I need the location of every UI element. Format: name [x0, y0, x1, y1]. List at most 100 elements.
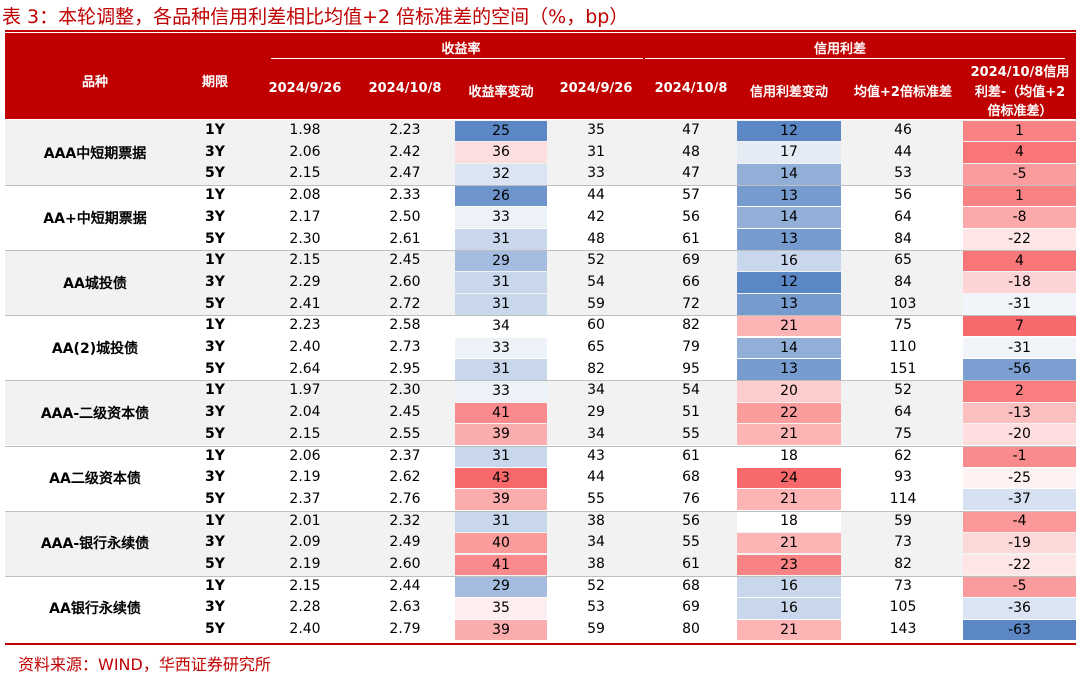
cell-spread-date2: 95 [682, 360, 700, 377]
cell-yield-change: 43 [455, 467, 547, 489]
cell-spread-minus-mean-2sd: -25 [963, 467, 1076, 489]
cell-mean-2sd: 65 [894, 252, 912, 269]
cell-tenor: 5Y [205, 360, 225, 377]
cell-spread-date1: 31 [587, 143, 605, 160]
table-title: 表 3：本轮调整，各品种信用利差相比均值+2 倍标准差的空间（%，bp） [2, 6, 629, 28]
cell-yield-change: 31 [455, 294, 547, 315]
cell-spread-change: 21 [737, 489, 841, 511]
cell-mean-2sd: 114 [889, 490, 917, 507]
product-name: AA二级资本债 [49, 471, 141, 488]
cell-yield-change: 33 [455, 380, 547, 402]
cell-spread-date1: 35 [587, 122, 605, 138]
cell-mean-2sd: 110 [889, 339, 917, 355]
cell-spread-change: 12 [737, 272, 841, 294]
cell-spread-minus-mean-2sd: 2 [963, 380, 1076, 402]
cell-spread-date2: 69 [682, 252, 700, 269]
header-group-yield: 收益率 [441, 42, 481, 57]
cell-spread-date2: 72 [682, 295, 700, 312]
cell-yield-date2: 2.72 [389, 295, 421, 312]
cell-mean-2sd: 103 [889, 295, 917, 312]
cell-tenor: 5Y [205, 295, 225, 312]
cell-yield-date1: 2.08 [289, 187, 321, 204]
cell-spread-change: 14 [737, 163, 841, 185]
cell-tenor: 1Y [205, 187, 225, 204]
cell-spread-change: 21 [737, 424, 841, 445]
bottom-rule [5, 643, 1076, 645]
cell-mean-2sd: 53 [894, 165, 912, 182]
cell-yield-change: 35 [455, 597, 547, 619]
product-name: AAA-二级资本债 [40, 405, 150, 422]
cell-spread-change: 13 [737, 229, 841, 250]
product-name: AA(2)城投债 [51, 340, 139, 357]
cell-spread-date1: 38 [587, 512, 605, 529]
cell-yield-date2: 2.44 [389, 577, 421, 594]
group-separator [5, 445, 1076, 447]
cell-yield-change: 33 [455, 207, 547, 228]
cell-mean-2sd: 84 [894, 273, 912, 290]
header-divider-yield [271, 58, 643, 59]
table-row: 3Y 2.19 2.62 43 44 68 24 93 -25 [5, 467, 1076, 489]
cell-tenor: 3Y [205, 273, 225, 290]
table-row: 5Y 2.40 2.79 39 59 80 21 143 -63 [5, 619, 1076, 641]
cell-spread-change: 22 [737, 402, 841, 424]
cell-mean-2sd: 64 [894, 208, 912, 225]
cell-yield-change: 31 [455, 446, 547, 467]
cell-yield-change: 39 [455, 619, 547, 641]
cell-spread-date1: 60 [587, 317, 605, 334]
cell-spread-date2: 51 [682, 404, 700, 421]
cell-spread-date2: 48 [682, 143, 700, 160]
cell-mean-2sd: 151 [889, 360, 917, 377]
cell-yield-change: 34 [455, 315, 547, 337]
table-row: 5Y 2.15 2.47 32 33 47 14 53 -5 [5, 163, 1076, 186]
cell-tenor: 5Y [205, 165, 225, 182]
header-last-line1: 2024/10/8信用 [970, 65, 1070, 80]
cell-spread-date1: 33 [587, 165, 605, 182]
cell-mean-2sd: 75 [894, 425, 912, 442]
table-row: 1Y 2.23 2.58 34 60 82 21 75 7 [5, 315, 1076, 337]
cell-yield-change: 25 [455, 120, 547, 142]
table-row: 3Y 2.17 2.50 33 42 56 14 64 -8 [5, 207, 1076, 229]
cell-spread-minus-mean-2sd: -13 [963, 402, 1076, 424]
cell-tenor: 1Y [205, 317, 225, 334]
cell-mean-2sd: 84 [894, 230, 912, 247]
cell-tenor: 3Y [205, 404, 225, 421]
header-product: 品种 [81, 75, 108, 90]
cell-spread-date2: 79 [682, 339, 700, 355]
table-row: 5Y 2.37 2.76 39 55 76 21 114 -37 [5, 489, 1076, 511]
cell-spread-date2: 61 [682, 447, 700, 464]
product-name: AAA-银行永续债 [40, 536, 150, 553]
cell-spread-minus-mean-2sd: -20 [963, 424, 1076, 445]
cell-spread-date1: 54 [587, 273, 605, 290]
cell-yield-date2: 2.58 [389, 317, 421, 334]
cell-spread-change: 17 [737, 142, 841, 163]
cell-yield-change: 41 [455, 402, 547, 424]
cell-spread-date2: 82 [682, 317, 700, 334]
cell-spread-date1: 59 [587, 295, 605, 312]
cell-spread-date1: 52 [587, 252, 605, 269]
cell-yield-date1: 1.98 [289, 122, 321, 138]
cell-mean-2sd: 62 [894, 447, 912, 464]
cell-spread-minus-mean-2sd: 1 [963, 120, 1076, 142]
group-separator [5, 185, 1076, 187]
cell-spread-date1: 48 [587, 230, 605, 247]
cell-yield-date1: 2.30 [289, 230, 321, 247]
cell-spread-date2: 68 [682, 577, 700, 594]
cell-spread-change: 14 [737, 337, 841, 359]
cell-spread-date1: 34 [587, 534, 605, 551]
table-row: 3Y 2.09 2.49 40 34 55 21 73 -19 [5, 532, 1076, 554]
cell-spread-change: 21 [737, 315, 841, 337]
cell-yield-date1: 2.15 [289, 252, 321, 269]
table-row: 1Y 2.15 2.44 29 52 68 16 73 -5 [5, 576, 1076, 598]
cell-tenor: 1Y [205, 512, 225, 529]
cell-spread-minus-mean-2sd: 7 [963, 315, 1076, 337]
cell-yield-date1: 2.15 [289, 165, 321, 182]
cell-yield-date2: 2.45 [389, 404, 421, 421]
group-separator [5, 250, 1076, 252]
group-separator [5, 575, 1076, 577]
cell-spread-minus-mean-2sd: -56 [963, 359, 1076, 380]
table-header: 收益率 信用利差 品种 期限 2024/9/26 2024/10/8 收益率变动… [5, 33, 1076, 119]
cell-spread-minus-mean-2sd: -22 [963, 229, 1076, 250]
cell-yield-date2: 2.61 [389, 230, 421, 247]
cell-yield-date2: 2.45 [389, 252, 421, 269]
cell-spread-date2: 54 [682, 382, 700, 399]
